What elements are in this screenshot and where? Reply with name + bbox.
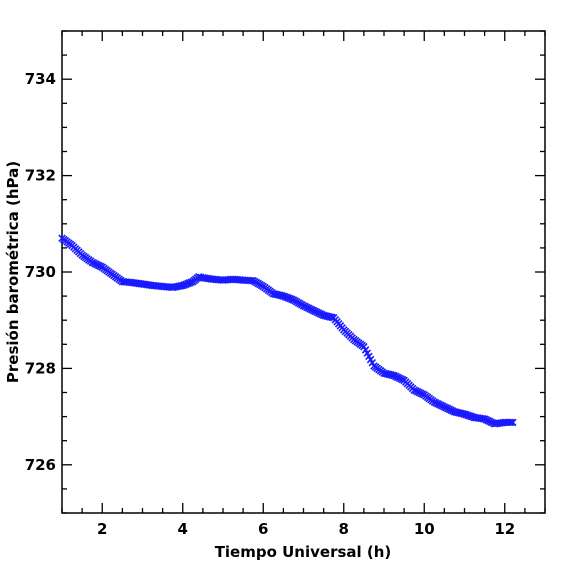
y-tick-label: 726 xyxy=(25,456,56,474)
x-tick-label: 10 xyxy=(414,520,435,538)
data-points xyxy=(58,234,517,428)
data-point xyxy=(507,418,515,427)
plot-area xyxy=(61,30,546,514)
x-tick-label: 8 xyxy=(339,520,349,538)
x-tick-label: 12 xyxy=(494,520,515,538)
x-tick-label: 2 xyxy=(97,520,107,538)
x-tick-label: 4 xyxy=(178,520,188,538)
plot-frame xyxy=(61,30,546,514)
data-point xyxy=(509,418,517,427)
y-tick-label: 728 xyxy=(25,359,56,377)
axis-ticks xyxy=(61,30,546,514)
y-tick-label: 734 xyxy=(25,70,56,88)
y-axis-title: Presión barométrica (hPa) xyxy=(4,161,22,383)
x-axis-title: Tiempo Universal (h) xyxy=(215,543,392,561)
y-tick-label: 732 xyxy=(25,167,56,185)
y-tick-label: 730 xyxy=(25,263,56,281)
x-tick-label: 6 xyxy=(258,520,268,538)
tick-labels: 2 4 6 8 10 12 726 728 730 732 734 xyxy=(25,70,516,538)
